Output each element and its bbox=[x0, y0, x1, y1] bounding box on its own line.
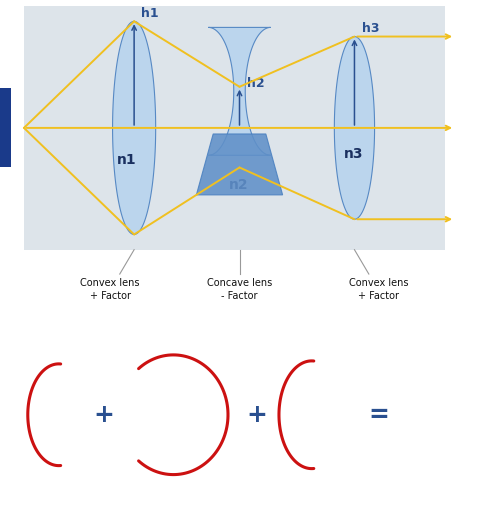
Text: h1: h1 bbox=[141, 7, 159, 20]
Text: Convex lens
+ Factor: Convex lens + Factor bbox=[349, 278, 408, 301]
Bar bbox=[24, 6, 445, 250]
Polygon shape bbox=[208, 27, 271, 155]
Text: h2: h2 bbox=[247, 77, 264, 90]
Polygon shape bbox=[113, 22, 156, 235]
Bar bbox=[0, 88, 11, 167]
Text: +: + bbox=[247, 403, 268, 427]
Text: +: + bbox=[94, 403, 114, 427]
Polygon shape bbox=[196, 134, 283, 195]
Text: n2: n2 bbox=[229, 178, 249, 192]
Text: Concave lens
- Factor: Concave lens - Factor bbox=[207, 278, 272, 301]
Polygon shape bbox=[334, 37, 375, 219]
Text: h3: h3 bbox=[362, 22, 379, 35]
Text: n1: n1 bbox=[117, 153, 137, 167]
Text: n3: n3 bbox=[344, 148, 364, 161]
Text: =: = bbox=[368, 403, 389, 427]
Text: Convex lens
+ Factor: Convex lens + Factor bbox=[80, 278, 140, 301]
